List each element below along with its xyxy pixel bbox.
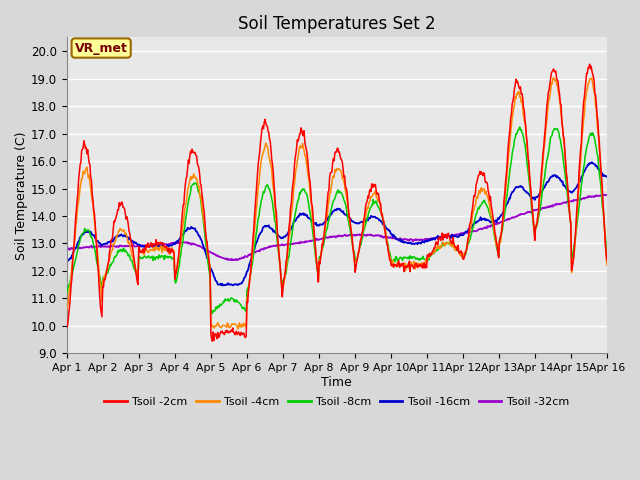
Y-axis label: Soil Temperature (C): Soil Temperature (C) bbox=[15, 131, 28, 260]
Text: VR_met: VR_met bbox=[75, 42, 127, 55]
Title: Soil Temperatures Set 2: Soil Temperatures Set 2 bbox=[238, 15, 436, 33]
X-axis label: Time: Time bbox=[321, 376, 352, 389]
Legend: Tsoil -2cm, Tsoil -4cm, Tsoil -8cm, Tsoil -16cm, Tsoil -32cm: Tsoil -2cm, Tsoil -4cm, Tsoil -8cm, Tsoi… bbox=[100, 392, 573, 411]
